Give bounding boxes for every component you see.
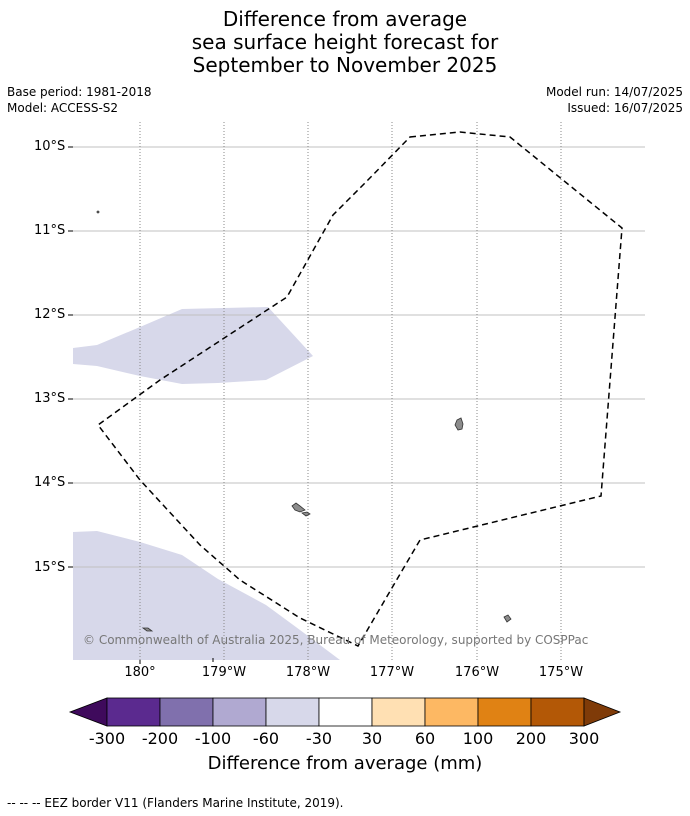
- meta-left: Base period: 1981-2018 Model: ACCESS-S2: [7, 84, 152, 116]
- lon-label-177w: 177°W: [369, 665, 415, 680]
- colorbar-tick-9: 200: [515, 729, 547, 748]
- anomaly-patch-north: [73, 307, 313, 384]
- colorbar: [68, 697, 622, 727]
- colorbar-bin-4: [265, 697, 320, 727]
- colorbar-tick-1: -300: [88, 729, 126, 748]
- meta-right: Model run: 14/07/2025 Issued: 16/07/2025: [546, 84, 683, 116]
- lat-gridlines: [73, 146, 645, 568]
- island-east: [503, 614, 512, 623]
- lat-ticks: [68, 146, 73, 568]
- island-south: [141, 627, 154, 632]
- lon-label-175w: 175°W: [538, 665, 584, 680]
- island-wallis: [454, 417, 464, 431]
- colorbar-bin-5: [318, 697, 373, 727]
- colorbar-bin-2: [159, 697, 214, 727]
- island-futuna: [291, 502, 306, 513]
- lon-label-180: 180°: [124, 665, 156, 680]
- lon-ticks: [139, 658, 214, 664]
- colorbar-bin-8: [477, 697, 532, 727]
- map-title: Difference from average sea surface heig…: [0, 8, 690, 77]
- issued-date: Issued: 16/07/2025: [567, 101, 683, 115]
- island-speck: [96, 210, 100, 214]
- colorbar-title: Difference from average (mm): [207, 753, 483, 774]
- model-name: Model: ACCESS-S2: [7, 101, 119, 115]
- colorbar-tick-8: 100: [462, 729, 494, 748]
- lat-label-10s: 10°S: [34, 139, 66, 154]
- lat-label-14s: 14°S: [34, 475, 66, 490]
- eez-legend-footer: -- -- -- EEZ border V11 (Flanders Marine…: [7, 796, 344, 810]
- lon-label-178w: 178°W: [285, 665, 331, 680]
- lat-label-13s: 13°S: [34, 391, 66, 406]
- colorbar-low-extension: [68, 697, 108, 727]
- base-period: Base period: 1981-2018: [7, 85, 152, 99]
- lon-label-179w: 179°W: [201, 665, 247, 680]
- copyright-notice: © Commonwealth of Australia 2025, Bureau…: [83, 633, 589, 647]
- title-line-1: Difference from average: [222, 7, 468, 31]
- lon-label-176w: 176°W: [454, 665, 500, 680]
- colorbar-tick-10: 300: [568, 729, 600, 748]
- title-line-2: sea surface height forecast for: [191, 30, 499, 54]
- colorbar-bin-1: [106, 697, 161, 727]
- colorbar-tick-2: -200: [141, 729, 179, 748]
- colorbar-bin-7: [424, 697, 479, 727]
- lat-label-12s: 12°S: [34, 307, 66, 322]
- colorbar-tick-7: 60: [414, 729, 436, 748]
- lat-label-15s: 15°S: [34, 560, 66, 575]
- model-run: Model run: 14/07/2025: [545, 85, 683, 99]
- colorbar-tick-4: -60: [252, 729, 280, 748]
- islands: [96, 210, 512, 632]
- island-alofi: [301, 511, 311, 517]
- colorbar-tick-5: -30: [305, 729, 333, 748]
- colorbar-high-extension: [583, 697, 622, 727]
- lat-label-11s: 11°S: [34, 223, 66, 238]
- title-line-3: September to November 2025: [192, 53, 498, 77]
- colorbar-tick-3: -100: [194, 729, 232, 748]
- colorbar-tick-6: 30: [361, 729, 383, 748]
- colorbar-bin-6: [371, 697, 426, 727]
- colorbar-bin-3: [212, 697, 267, 727]
- colorbar-bin-9: [530, 697, 585, 727]
